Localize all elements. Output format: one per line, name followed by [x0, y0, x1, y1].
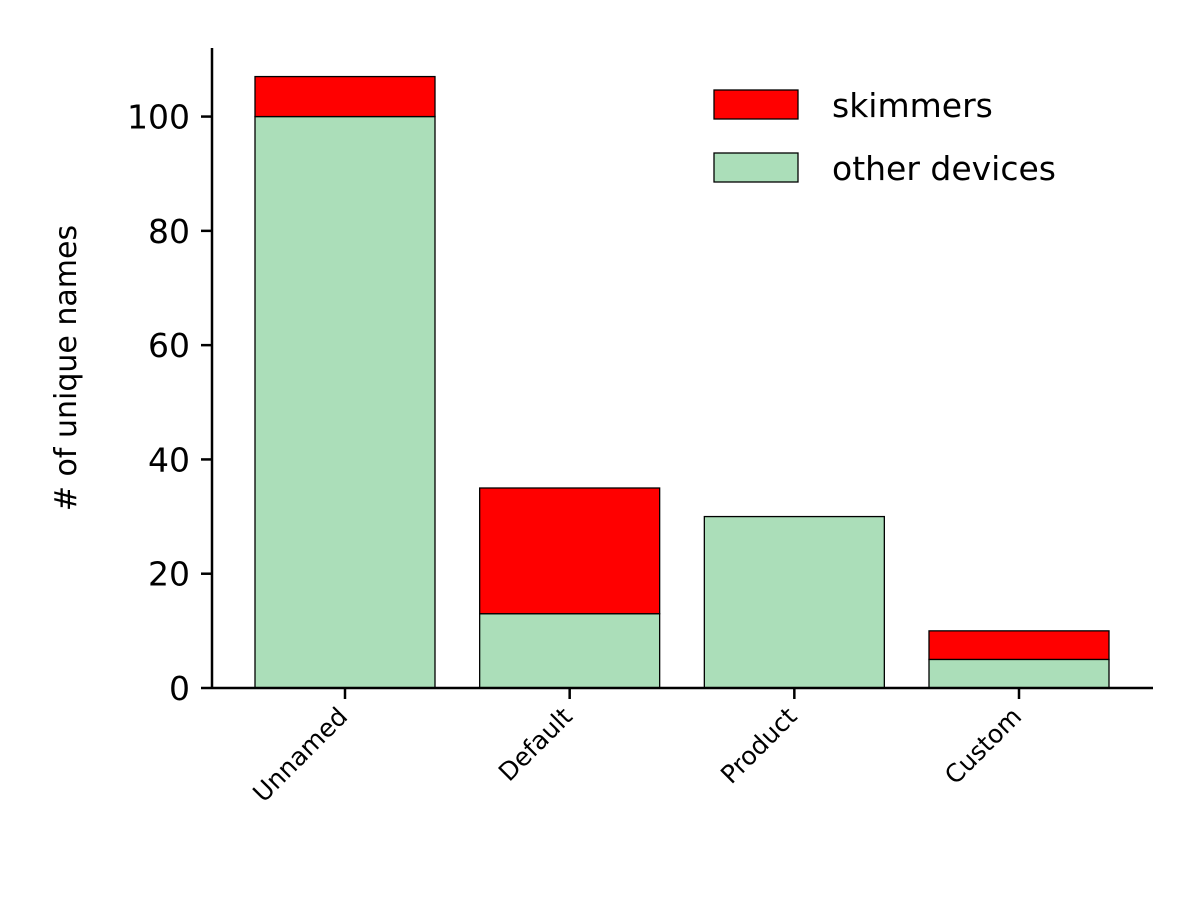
bar-skimmers-default: [479, 487, 661, 615]
y-ticks: 0 20 40 60 80 100: [127, 98, 212, 708]
x-tick-label: Custom: [939, 702, 1027, 790]
bar-skimmers-custom: [928, 630, 1110, 661]
x-tick-label: Product: [715, 702, 803, 790]
bar-skimmers-unnamed: [254, 75, 436, 118]
legend-label-skimmers: skimmers: [832, 86, 993, 125]
y-tick-label: 20: [148, 555, 190, 594]
y-tick-label: 0: [169, 669, 190, 708]
x-tick-label: Default: [493, 702, 578, 787]
bar-other-devices-unnamed: [254, 115, 436, 689]
bars-layer: [254, 75, 1110, 689]
y-tick-label: 80: [148, 212, 190, 251]
x-tick-label: Unnamed: [247, 702, 353, 808]
y-axis-label: # of unique names: [49, 225, 84, 511]
legend: skimmers other devices: [713, 86, 1056, 188]
axes-layer: [210, 48, 1153, 690]
y-tick-label: 40: [148, 440, 190, 479]
legend-label-other-devices: other devices: [832, 149, 1056, 188]
y-tick-label: 100: [127, 98, 190, 137]
x-ticks: Unnamed Default Product Custom: [247, 688, 1027, 808]
bar-other-devices-product: [703, 515, 885, 689]
legend-swatch-other-devices: [713, 152, 799, 183]
legend-swatch-skimmers: [713, 89, 799, 120]
bar-other-devices-default: [479, 613, 661, 689]
bar-other-devices-custom: [928, 658, 1110, 689]
y-tick-label: 60: [148, 326, 190, 365]
